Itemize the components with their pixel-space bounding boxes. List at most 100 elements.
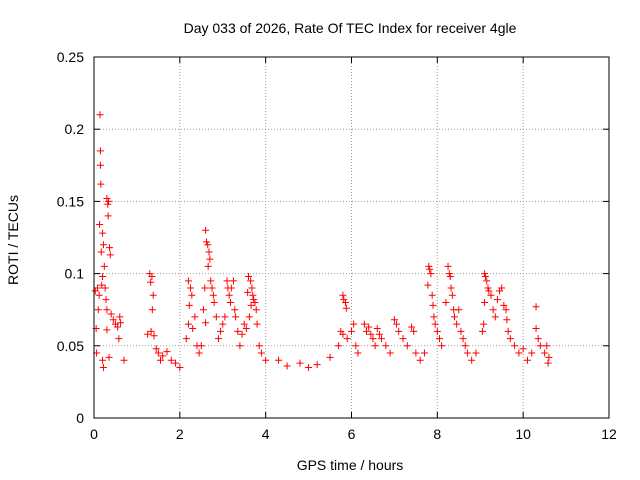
data-point [544, 359, 552, 367]
y-tick-label: 0.05 [57, 338, 84, 354]
data-point [94, 306, 102, 314]
data-point [502, 306, 510, 314]
data-point [453, 320, 461, 328]
data-point [232, 313, 240, 321]
data-point [208, 284, 216, 292]
data-point [504, 327, 512, 335]
y-tick-label: 0.1 [65, 266, 85, 282]
data-point [367, 330, 375, 338]
data-point [339, 330, 347, 338]
data-point [214, 335, 222, 343]
data-point [506, 335, 514, 343]
data-point [483, 277, 491, 285]
data-point [96, 221, 104, 229]
data-point [105, 353, 113, 361]
x-tick-label: 8 [433, 426, 441, 442]
data-point [448, 291, 456, 299]
data-point [240, 320, 248, 328]
data-point [102, 296, 110, 304]
data-point [457, 327, 465, 335]
data-point [523, 356, 531, 364]
data-point [99, 363, 107, 371]
data-point [455, 306, 463, 314]
data-point [371, 342, 379, 350]
data-point [103, 195, 111, 203]
data-point [350, 320, 358, 328]
data-point [204, 241, 212, 249]
data-point [459, 335, 467, 343]
data-point [104, 212, 112, 220]
data-point [340, 296, 348, 304]
data-point [426, 265, 434, 273]
data-point [187, 284, 195, 292]
data-point [427, 270, 435, 278]
data-point [275, 356, 283, 364]
data-point [93, 284, 101, 292]
data-point [144, 330, 152, 338]
data-point [99, 356, 107, 364]
data-point [424, 281, 432, 289]
data-point [478, 327, 486, 335]
data-point [283, 362, 291, 370]
labels-layer: 0 2 4 6 8 10 12 0 0.05 0.1 0.15 0.2 0.25 [57, 49, 617, 442]
data-point [534, 335, 542, 343]
data-point [167, 356, 175, 364]
data-point [201, 284, 209, 292]
data-point [430, 313, 438, 321]
data-point [410, 327, 418, 335]
data-point [252, 306, 260, 314]
y-tick-label: 0.25 [57, 49, 84, 65]
data-point [147, 278, 155, 286]
data-point [429, 301, 437, 309]
data-point [257, 349, 265, 357]
data-point [378, 335, 386, 343]
data-point [363, 327, 371, 335]
data-point [106, 251, 114, 259]
data-point [217, 327, 225, 335]
data-point [229, 277, 237, 285]
data-point [116, 313, 124, 321]
data-point [117, 319, 125, 327]
data-point [528, 349, 536, 357]
data-point [472, 349, 480, 357]
data-point [461, 342, 469, 350]
data-point [188, 291, 196, 299]
data-point [481, 270, 489, 278]
data-point [487, 291, 495, 299]
data-point [468, 356, 476, 364]
data-point [484, 284, 492, 292]
data-point [242, 324, 250, 332]
data-point [369, 335, 377, 343]
data-point [176, 363, 184, 371]
data-point [150, 332, 158, 340]
data-point [120, 356, 128, 364]
y-axis-label: ROTI / TECUs [5, 195, 21, 285]
data-point [99, 241, 107, 249]
data-point [463, 349, 471, 357]
data-point [114, 323, 122, 331]
data-point [395, 327, 403, 335]
data-point [104, 200, 112, 208]
data-point [184, 277, 192, 285]
data-point [296, 359, 304, 367]
data-point [250, 296, 258, 304]
data-point [103, 326, 111, 334]
data-point [206, 255, 214, 263]
data-point [202, 238, 210, 246]
points-layer [91, 111, 553, 371]
data-point [184, 320, 192, 328]
data-point [225, 291, 233, 299]
data-point [373, 324, 381, 332]
data-point [103, 306, 111, 314]
chart-title: Day 033 of 2026, Rate Of TEC Index for r… [184, 20, 517, 36]
data-point [545, 353, 553, 361]
data-point [446, 272, 454, 280]
data-point [489, 306, 497, 314]
data-point [204, 262, 212, 270]
data-point [221, 313, 229, 321]
data-point [253, 320, 261, 328]
data-point [428, 291, 436, 299]
y-tick-label: 0.2 [65, 121, 85, 137]
data-point [500, 301, 508, 309]
